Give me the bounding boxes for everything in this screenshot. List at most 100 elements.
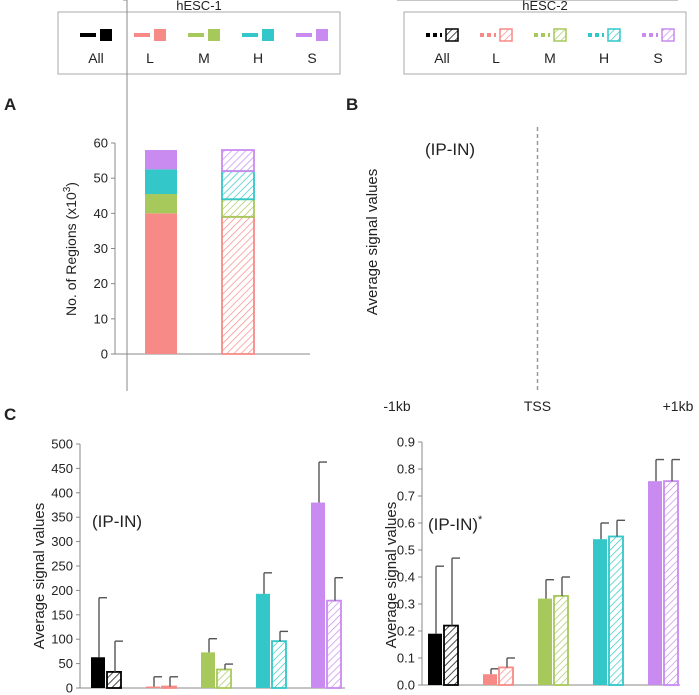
panel-a-bar-hESC-2-S bbox=[221, 149, 255, 173]
panel-a-bar-hESC-1-M bbox=[145, 193, 177, 214]
panel-a-ylabel: No. of Regions (x103) bbox=[62, 182, 79, 316]
panel-b-ylabel: Average signal values bbox=[364, 169, 381, 315]
undefined-ytick-label: 5 bbox=[113, 0, 120, 3]
panel-c-right-annotation: (IP-IN)* bbox=[428, 514, 483, 534]
panel-a-bar-hESC-1-S bbox=[145, 150, 177, 170]
panel-c-left-bar-hesc-1-L bbox=[146, 686, 160, 688]
panel-c-right-bar-hesc-2-H bbox=[608, 535, 624, 686]
legend-label-All: All bbox=[88, 50, 104, 66]
panel-c-left-bar-chart: Average signal values (IP-IN) 0 50 100 150 2… bbox=[31, 437, 345, 695]
panel-c-left-ylabel: Average signal values bbox=[31, 503, 48, 649]
panel-c-left-ytick-label: 100 bbox=[51, 632, 73, 647]
panel-c-right-bar-hesc-2-All bbox=[443, 624, 459, 686]
panel-b-xtick-label: -1kb bbox=[383, 398, 410, 414]
panel-c-right-ytick-label: 0.6 bbox=[397, 516, 415, 531]
panel-c-right-ytick-label: 0.7 bbox=[397, 489, 415, 504]
undefined-ytick-label: 30 bbox=[106, 0, 120, 3]
panel-label-c: C bbox=[4, 405, 16, 424]
panel-label-a: A bbox=[4, 95, 16, 114]
panel-c-right-ytick-label: 0.0 bbox=[397, 678, 415, 693]
legend-label-S: S bbox=[653, 50, 662, 66]
legend-label-S: S bbox=[307, 50, 316, 66]
panel-a-ytick-label: 0 bbox=[101, 347, 108, 362]
panel-c-right-bar-hesc-2-S bbox=[663, 480, 679, 686]
panel-a-ytick-label: 10 bbox=[94, 311, 108, 326]
legend-label-L: L bbox=[492, 50, 500, 66]
panel-a-ytick-label: 60 bbox=[94, 136, 108, 151]
panel-b-xtick-label: TSS bbox=[524, 398, 551, 414]
panel-c-right-bar-hesc-1-M bbox=[538, 598, 552, 685]
panel-a-bar-hESC-1-L bbox=[145, 213, 177, 354]
legend-label-All: All bbox=[434, 50, 450, 66]
legend-hesc2: hESC-2 All L M H S bbox=[403, 0, 687, 75]
panel-c-right-bar-hesc-2-M bbox=[553, 595, 569, 686]
undefined-ytick-label: 20 bbox=[106, 0, 120, 3]
panel-c-left-ytick-label: 350 bbox=[51, 510, 73, 525]
panel-c-right-bar-hesc-1-H bbox=[593, 539, 607, 685]
legend-label-H: H bbox=[253, 50, 263, 66]
undefined-ytick-label: 25 bbox=[106, 0, 120, 3]
legend-swatch-H bbox=[262, 29, 274, 41]
legend-swatch-All bbox=[445, 28, 459, 42]
panel-c-left-bar-hesc-1-S bbox=[311, 502, 325, 688]
legend-swatch-L bbox=[154, 29, 166, 41]
panel-c-right-bar-hesc-2-L bbox=[498, 666, 514, 686]
panel-c-left-bar-hesc-1-H bbox=[256, 593, 270, 688]
legend-hesc1-title: hESC-1 bbox=[176, 0, 222, 13]
panel-c-left-ytick-label: 450 bbox=[51, 461, 73, 476]
panel-a-bar-hESC-2-H bbox=[221, 170, 255, 201]
panel-c-left-ytick-label: 500 bbox=[51, 437, 73, 452]
panel-c-right-ytick-label: 0.9 bbox=[397, 435, 415, 450]
legend-label-M: M bbox=[198, 50, 210, 66]
legend-label-L: L bbox=[146, 50, 154, 66]
panel-c-right-bar-chart: Average signal values (IP-IN)* 0.0 0.1 0.2… bbox=[383, 435, 680, 693]
panel-a-ytick-label: 40 bbox=[94, 206, 108, 221]
panel-a-bar-hESC-2-M bbox=[221, 198, 255, 218]
panel-c-left-bar-hesc-1-M bbox=[201, 652, 215, 688]
panel-b-xtick-label: +1kb bbox=[663, 398, 694, 414]
panel-a-bar-hESC-2-L bbox=[221, 215, 255, 355]
panel-c-left-ytick-label: 400 bbox=[51, 485, 73, 500]
panel-c-right-ytick-label: 0.3 bbox=[397, 597, 415, 612]
panel-c-left-bar-hesc-2-L bbox=[161, 685, 177, 689]
panel-c-left-ytick-label: 200 bbox=[51, 583, 73, 598]
legend-swatch-M bbox=[553, 28, 567, 42]
panel-c-right-ytick-label: 0.8 bbox=[397, 462, 415, 477]
panel-c-left-bar-hesc-1-All bbox=[91, 657, 105, 688]
panel-c-right-ytick-label: 0.2 bbox=[397, 624, 415, 639]
panel-c-left-ytick-label: 250 bbox=[51, 559, 73, 574]
panel-a-stacked-bar-chart: No. of Regions (x103) 0 10 20 30 40 50 60 bbox=[62, 136, 310, 362]
legend-swatch-All bbox=[100, 29, 112, 41]
panel-c-left-ytick-label: 300 bbox=[51, 534, 73, 549]
panel-a-bar-hESC-1-H bbox=[145, 169, 177, 194]
panel-c-right-ytick-label: 0.4 bbox=[397, 570, 415, 585]
panel-c-left-ytick-label: 50 bbox=[59, 656, 73, 671]
panel-b-line-chart: Average signal values (IP-IN) -505101520… bbox=[106, 0, 694, 414]
panel-c-left-bar-hesc-2-H bbox=[271, 640, 287, 689]
panel-c-left-ytick-label: 150 bbox=[51, 607, 73, 622]
panel-c-right-ytick-label: 0.5 bbox=[397, 543, 415, 558]
undefined-ytick-label: 15 bbox=[106, 0, 120, 3]
legend-label-M: M bbox=[544, 50, 556, 66]
undefined-ytick-label: -5 bbox=[108, 0, 120, 3]
panel-c-right-bar-hesc-1-L bbox=[483, 674, 497, 685]
panel-c-left-ytick-label: 0 bbox=[66, 681, 73, 695]
panel-c-right-bar-hesc-1-All bbox=[428, 633, 442, 685]
panel-c-left-annotation: (IP-IN) bbox=[92, 512, 142, 531]
legend-hesc1: hESC-1 All L M H S bbox=[57, 0, 341, 75]
panel-label-b: B bbox=[346, 95, 358, 114]
legend-label-H: H bbox=[599, 50, 609, 66]
panel-c-right-ylabel: Average signal values bbox=[383, 502, 400, 648]
panel-c-left-bar-hesc-2-S bbox=[326, 599, 342, 689]
undefined-ytick-label: 10 bbox=[106, 0, 120, 3]
legend-swatch-M bbox=[208, 29, 220, 41]
panel-c-right-ytick-label: 0.1 bbox=[397, 651, 415, 666]
panel-c-left-bar-hesc-2-M bbox=[216, 668, 232, 689]
panel-a-ytick-label: 20 bbox=[94, 276, 108, 291]
panel-a-ytick-label: 50 bbox=[94, 171, 108, 186]
legend-swatch-S bbox=[316, 29, 328, 41]
legend-swatch-L bbox=[499, 28, 513, 42]
legend-swatch-H bbox=[607, 28, 621, 42]
undefined-ytick-label: 0 bbox=[113, 0, 120, 3]
